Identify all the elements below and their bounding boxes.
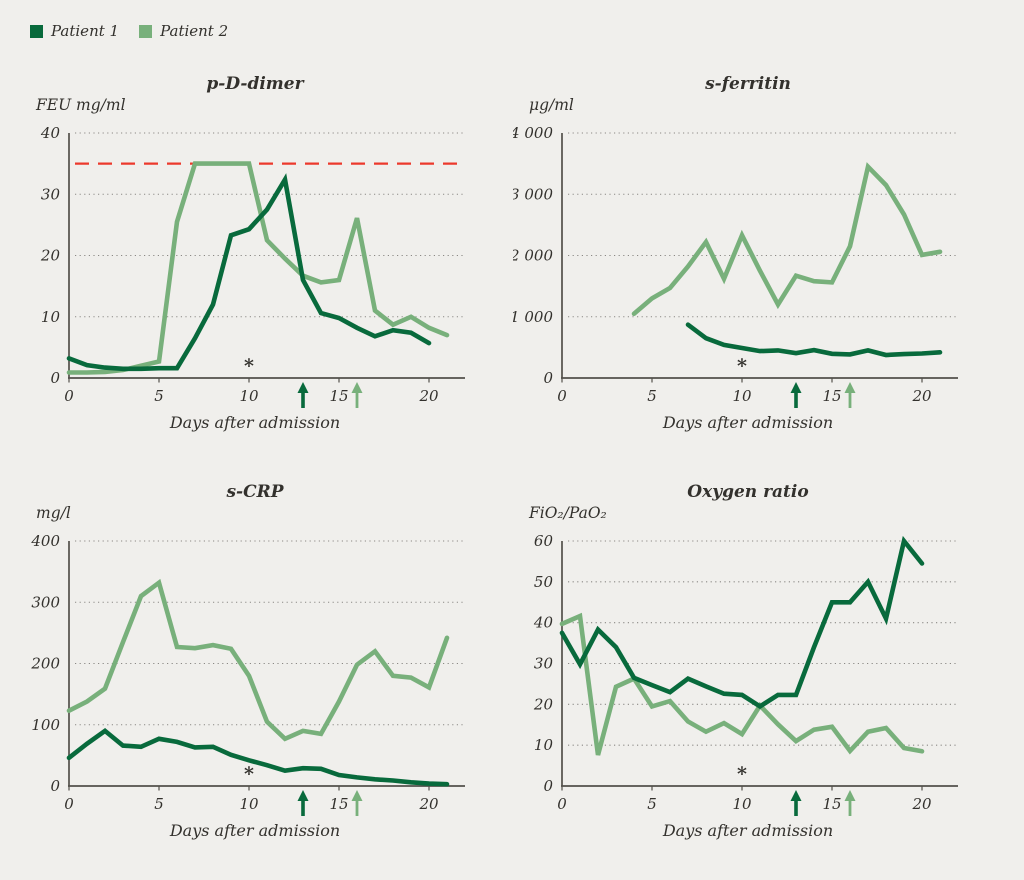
x-axis-label: Days after admission [662,821,834,840]
x-tick-label: 0 [64,387,74,405]
y-tick-label: 0 [50,777,60,795]
y-tick-label: 20 [533,695,554,713]
x-tick-label: 10 [732,387,752,405]
y-tick-label: 60 [534,532,554,550]
arrow-annotation [351,382,363,408]
chart-title-ferritin: s-ferritin [705,74,791,94]
x-tick-label: 5 [647,795,657,813]
legend-swatch-patient-2 [139,24,153,38]
x-tick-label: 20 [911,795,932,813]
chart-title-oxygen-ratio: Oxygen ratio [687,482,809,502]
x-tick-label: 15 [329,387,348,405]
y-tick-label: 4 000 [513,124,553,142]
y-tick-label: 0 [50,369,60,387]
legend: Patient 1 Patient 2 [30,22,228,40]
y-tick-label: 20 [40,247,61,265]
x-axis-label: Days after admission [662,413,834,432]
series-line-patient-2 [631,162,943,316]
asterisk-annotation: * [244,763,254,785]
legend-item-patient-2: Patient 2 [139,22,228,40]
asterisk-annotation: * [737,355,747,377]
d-dimer-plot: 0 10 20 30 40 0 5 10 15 20 * [40,124,465,408]
y-tick-label: 300 [31,593,60,611]
x-tick-label: 15 [822,795,841,813]
x-tick-label: 15 [822,387,841,405]
series-line-patient-1 [559,535,925,710]
y-tick-label: 50 [534,573,554,591]
legend-label-patient-1: Patient 1 [51,22,120,40]
chart-panel-d-dimer: p-D-dimer FEU mg/ml 0 10 20 30 40 0 5 10 15 20 * D… [20,70,490,470]
legend-label-patient-2: Patient 2 [160,22,229,40]
x-tick-label: 10 [732,795,752,813]
x-tick-label: 0 [64,795,74,813]
oxygen-ratio-plot: 0 10 20 30 40 50 60 0 5 10 15 20 * [533,532,958,816]
arrow-annotation [844,790,856,816]
asterisk-annotation: * [244,355,254,377]
y-tick-label: 0 [543,369,553,387]
legend-item-patient-1: Patient 1 [30,22,119,40]
chart-panel-ferritin: s-ferritin μg/ml 0 1 000 2 000 3 000 4 000 0 5… [513,70,983,470]
ferritin-plot: 0 1 000 2 000 3 000 4 000 0 5 10 15 20 * [513,124,958,408]
arrow-annotation [297,382,309,408]
y-tick-label: 1 000 [513,308,553,326]
x-tick-label: 20 [418,387,439,405]
x-tick-label: 20 [418,795,439,813]
y-tick-label: 3 000 [513,185,553,203]
y-tick-label: 30 [534,655,554,673]
arrow-annotation [790,382,802,408]
y-tick-label: 200 [30,655,60,673]
asterisk-annotation: * [737,763,747,785]
y-tick-label: 40 [533,614,554,632]
series-line-patient-1 [685,322,943,358]
y-tick-label: 10 [534,736,554,754]
series-line-patient-2 [66,578,450,742]
chart-title-crp: s-CRP [226,482,284,502]
series-line-patient-2 [559,612,925,756]
x-tick-label: 5 [647,387,657,405]
y-tick-label: 400 [30,532,60,550]
x-tick-label: 15 [329,795,348,813]
series-line-patient-1 [66,173,432,372]
y-tick-label: 10 [41,308,61,326]
x-tick-label: 5 [154,387,164,405]
chart-panel-crp: s-CRP mg/l 0 100 200 300 400 0 5 10 15 20 * Days a… [20,478,490,878]
arrow-annotation [790,790,802,816]
legend-swatch-patient-1 [30,24,43,38]
y-tick-label: 30 [41,185,61,203]
y-tick-label: 100 [31,716,60,734]
series-line-patient-1 [66,728,450,787]
y-tick-label: 2 000 [513,247,553,265]
x-axis-label: Days after admission [169,821,341,840]
y-axis-unit-label: FEU mg/ml [36,96,126,114]
x-tick-label: 5 [154,795,164,813]
y-tick-label: 40 [40,124,61,142]
series-line-patient-2 [66,161,450,375]
x-tick-label: 0 [557,387,567,405]
arrow-annotation [351,790,363,816]
y-axis-unit-label: FiO₂/PaO₂ [529,504,607,522]
x-tick-label: 20 [911,387,932,405]
arrow-annotation [297,790,309,816]
x-tick-label: 0 [557,795,567,813]
y-tick-label: 0 [543,777,553,795]
x-tick-label: 10 [239,795,259,813]
chart-panel-oxygen-ratio: Oxygen ratio FiO₂/PaO₂ 0 10 20 30 40 50 60 0 5 10… [513,478,983,878]
chart-title-d-dimer: p-D-dimer [206,74,304,94]
y-axis-unit-label: mg/l [36,504,71,522]
arrow-annotation [844,382,856,408]
x-axis-label: Days after admission [169,413,341,432]
crp-plot: 0 100 200 300 400 0 5 10 15 20 * [30,532,465,816]
x-tick-label: 10 [239,387,259,405]
y-axis-unit-label: μg/ml [529,96,574,114]
